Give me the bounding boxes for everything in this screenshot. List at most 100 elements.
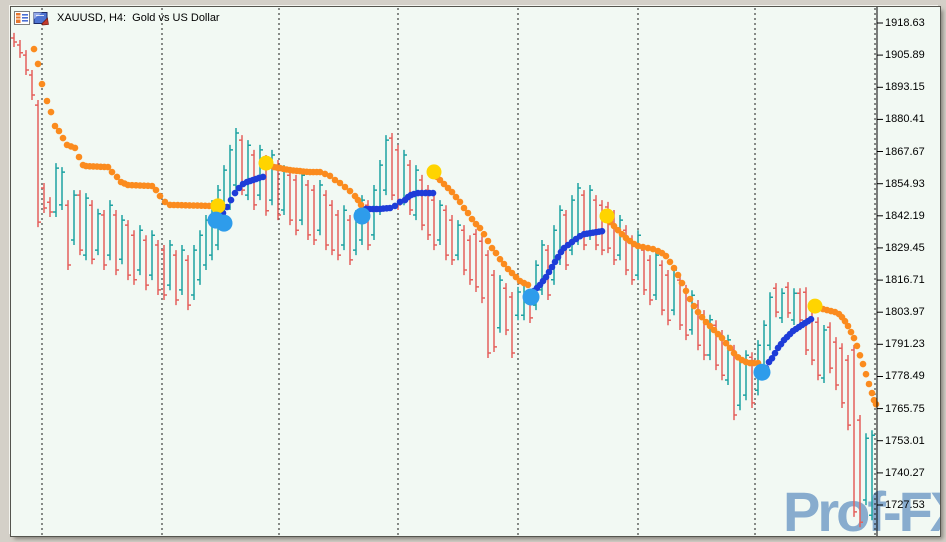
trend-dot xyxy=(694,308,702,316)
trend-dot xyxy=(698,313,706,321)
sell-signal-dot xyxy=(807,298,823,314)
trend-dot xyxy=(429,189,437,197)
ohlc-bar xyxy=(599,200,605,256)
trend-dot xyxy=(649,245,657,253)
signal-dots-layer xyxy=(207,155,823,381)
trend-dot xyxy=(59,134,67,142)
ohlc-bar xyxy=(323,190,329,251)
ohlc-bar xyxy=(305,180,311,240)
ohlc-bar xyxy=(383,135,389,196)
ohlc-bar xyxy=(869,430,875,521)
ohlc-bar xyxy=(809,305,815,366)
broker-watermark: Prof-FX xyxy=(783,480,940,536)
ohlc-bar xyxy=(473,229,479,292)
trend-dot xyxy=(108,168,116,176)
ohlc-bar xyxy=(167,240,173,291)
ohlc-bar xyxy=(821,325,827,383)
trend-dot xyxy=(346,187,354,195)
trend-dot xyxy=(476,224,484,232)
ohlc-bar xyxy=(779,288,785,323)
indicators-icon xyxy=(33,12,49,26)
trend-dot xyxy=(853,342,861,350)
trend-dot xyxy=(545,268,553,276)
trend-dot xyxy=(341,183,349,191)
trend-dot xyxy=(554,253,562,261)
trend-dot xyxy=(706,322,714,330)
trend-dot xyxy=(856,352,864,359)
ohlc-bar xyxy=(137,225,143,276)
ohlc-bar xyxy=(791,288,797,325)
ohlc-bar xyxy=(299,170,305,226)
trend-dot xyxy=(710,326,718,334)
ohlc-bar xyxy=(119,215,125,265)
ohlc-bar xyxy=(83,193,89,261)
ohlc-bar xyxy=(335,210,341,261)
trend-dot xyxy=(51,122,59,130)
trend-dot xyxy=(43,97,51,105)
ohlc-bar xyxy=(107,200,113,261)
ohlc-bar xyxy=(59,167,65,210)
ohlc-bar xyxy=(419,174,425,231)
ohlc-bar xyxy=(467,235,473,285)
ohlc-bar xyxy=(101,210,107,270)
trend-dot xyxy=(662,252,670,260)
trend-dot xyxy=(644,244,652,252)
trend-dot xyxy=(598,227,606,235)
trend-dot xyxy=(682,287,690,295)
ohlc-bar xyxy=(845,355,851,431)
chart-window[interactable]: Prof-FX 1918.631905.891893.151880.411867… xyxy=(11,7,940,536)
ohlc-bar xyxy=(743,350,749,401)
trend-dot xyxy=(456,198,464,206)
trend-dot xyxy=(674,271,682,279)
trend-dot xyxy=(235,184,243,192)
ohlc-bar xyxy=(647,255,653,306)
ohlc-bar xyxy=(479,236,485,304)
trend-dot xyxy=(726,344,734,352)
ohlc-bar xyxy=(485,250,491,358)
ohlc-bar xyxy=(257,144,263,201)
trend-dot xyxy=(464,209,472,217)
trend-dot xyxy=(472,220,480,228)
trend-dot xyxy=(702,318,710,326)
ohlc-bar xyxy=(407,160,413,215)
ohlc-bar xyxy=(563,210,569,270)
ohlc-bar xyxy=(287,170,293,226)
ohlc-bar xyxy=(623,225,629,276)
trend-dot xyxy=(113,173,121,181)
ohlc-bar xyxy=(95,208,101,256)
trend-dot xyxy=(231,189,239,197)
trend-dot xyxy=(321,170,329,178)
trend-dot xyxy=(496,255,504,263)
ohlc-bar xyxy=(23,50,29,75)
ohlc-bar xyxy=(461,225,467,276)
trend-dot xyxy=(807,315,815,323)
ohlc-bar xyxy=(89,200,95,265)
ohlc-bar xyxy=(389,133,395,201)
trend-dot xyxy=(504,265,512,273)
ohlc-bar xyxy=(443,205,449,261)
ohlc-bar xyxy=(455,220,461,261)
trend-dot xyxy=(34,60,42,68)
trend-dot xyxy=(542,273,550,281)
trend-dot xyxy=(492,249,500,257)
ohlc-bar xyxy=(551,225,557,285)
trend-dot xyxy=(666,258,674,266)
trend-dot xyxy=(868,389,876,397)
ohlc-bar xyxy=(65,200,71,270)
sell-signal-dot xyxy=(426,164,442,180)
trend-dot xyxy=(480,230,488,238)
ohlc-bar xyxy=(371,185,377,240)
ohlc-bar xyxy=(773,283,779,318)
ohlc-bar xyxy=(113,210,119,276)
chart-canvas[interactable] xyxy=(11,7,940,536)
trend-dot xyxy=(771,349,779,357)
ohlc-bar xyxy=(173,250,179,306)
trend-dot xyxy=(386,204,394,212)
ohlc-bar xyxy=(311,185,317,245)
trend-dot xyxy=(354,196,362,204)
sell-signal-dot xyxy=(258,155,274,171)
ohlc-bar xyxy=(581,190,587,251)
trend-dot xyxy=(844,322,852,330)
trend-dot xyxy=(850,334,858,342)
